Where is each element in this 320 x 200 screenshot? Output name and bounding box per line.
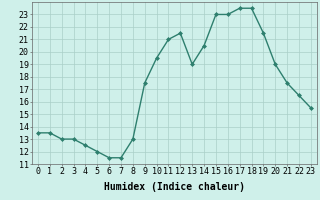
X-axis label: Humidex (Indice chaleur): Humidex (Indice chaleur) bbox=[104, 182, 245, 192]
